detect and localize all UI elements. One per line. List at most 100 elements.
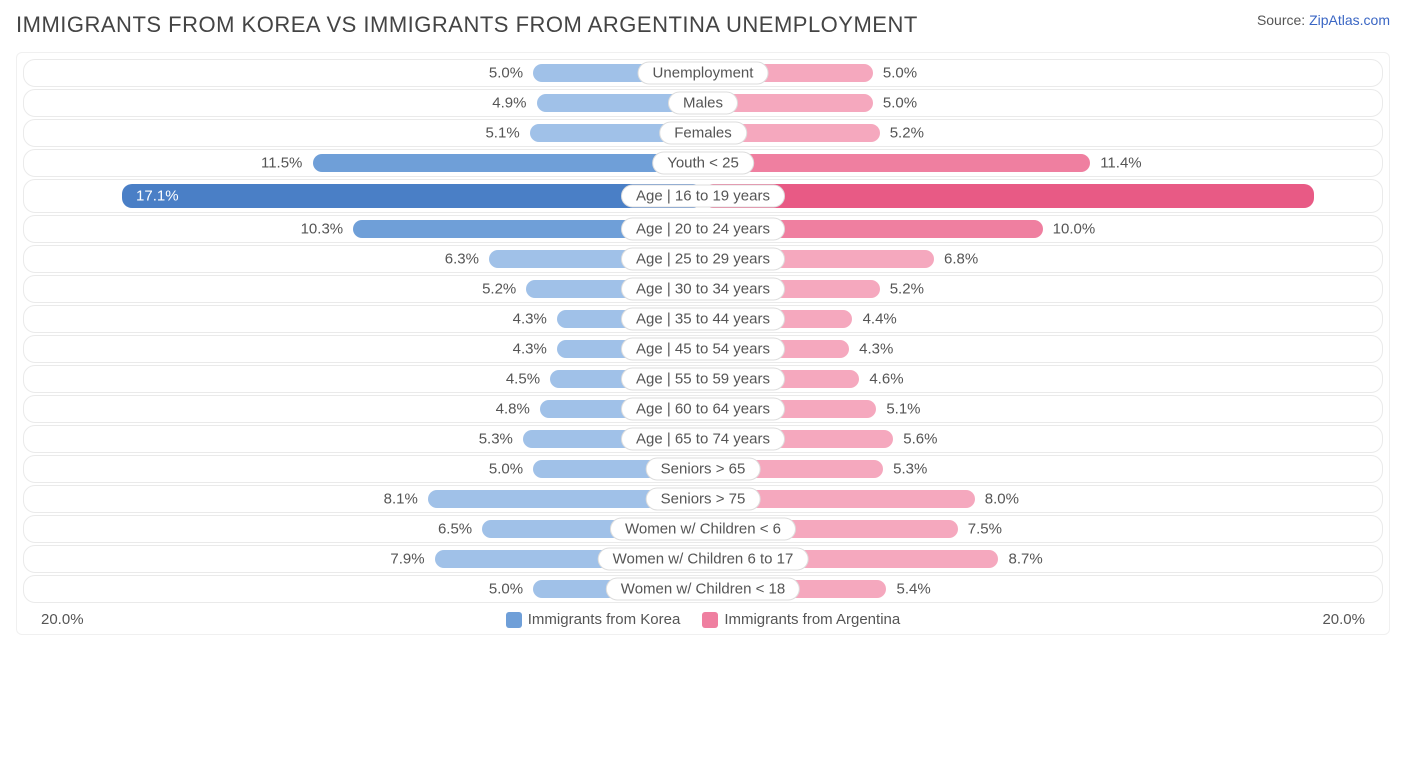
- right-half: 10.0%: [703, 216, 1382, 242]
- right-bar: [703, 154, 1090, 172]
- axis-left-label: 20.0%: [41, 611, 84, 628]
- left-value-label: 4.3%: [513, 341, 547, 358]
- legend-label: Immigrants from Argentina: [724, 611, 900, 628]
- legend: Immigrants from Korea Immigrants from Arg…: [506, 611, 900, 628]
- left-value-label: 4.3%: [513, 311, 547, 328]
- left-value-label: 17.1%: [136, 188, 179, 205]
- left-value-label: 11.5%: [261, 155, 302, 172]
- right-value-label: 18.0%: [1326, 188, 1369, 205]
- left-value-label: 4.8%: [496, 401, 530, 418]
- right-half: 7.5%: [703, 516, 1382, 542]
- chart-row: 4.8%5.1%Age | 60 to 64 years: [23, 395, 1383, 423]
- legend-swatch: [506, 612, 522, 628]
- chart-row: 11.5% 11.4% Youth < 25: [23, 149, 1383, 177]
- left-half: 4.8%: [24, 396, 703, 422]
- left-half: 8.1%: [24, 486, 703, 512]
- right-half: 4.3%: [703, 336, 1382, 362]
- chart-header: IMMIGRANTS FROM KOREA VS IMMIGRANTS FROM…: [16, 12, 1390, 38]
- right-half: 4.6%: [703, 366, 1382, 392]
- right-half: 5.2%: [703, 276, 1382, 302]
- legend-swatch: [702, 612, 718, 628]
- left-value-label: 6.3%: [445, 251, 479, 268]
- right-value-label: 10.0%: [1053, 221, 1096, 238]
- source-link[interactable]: ZipAtlas.com: [1309, 12, 1390, 28]
- category-label: Women w/ Children 6 to 17: [598, 548, 809, 571]
- left-value-label: 5.3%: [479, 431, 513, 448]
- right-half: 5.0%: [703, 60, 1382, 86]
- left-value-label: 5.2%: [482, 281, 516, 298]
- category-label: Males: [668, 92, 738, 115]
- left-value-label: 8.1%: [384, 491, 418, 508]
- left-half: 4.9%: [24, 90, 703, 116]
- chart-row: 4.3%4.4%Age | 35 to 44 years: [23, 305, 1383, 333]
- left-bar: [122, 184, 703, 208]
- chart-row: 7.9%8.7%Women w/ Children 6 to 17: [23, 545, 1383, 573]
- right-value-label: 4.4%: [863, 311, 897, 328]
- right-half: 5.4%: [703, 576, 1382, 602]
- chart-row: 4.5%4.6%Age | 55 to 59 years: [23, 365, 1383, 393]
- right-half: 11.4%: [703, 150, 1382, 176]
- right-value-label: 7.5%: [968, 521, 1002, 538]
- category-label: Youth < 25: [652, 152, 754, 175]
- left-value-label: 5.0%: [489, 65, 523, 82]
- right-value-label: 5.0%: [883, 95, 917, 112]
- category-label: Seniors > 65: [646, 458, 761, 481]
- category-label: Age | 16 to 19 years: [621, 185, 785, 208]
- category-label: Age | 20 to 24 years: [621, 218, 785, 241]
- right-value-label: 8.0%: [985, 491, 1019, 508]
- diverging-bar-chart: 5.0%5.0%Unemployment4.9%5.0%Males5.1%5.2…: [16, 52, 1390, 635]
- left-value-label: 5.0%: [489, 581, 523, 598]
- chart-row: 5.1% 5.2% Females: [23, 119, 1383, 147]
- chart-row: 5.3% 5.6% Age | 65 to 74 years: [23, 425, 1383, 453]
- legend-label: Immigrants from Korea: [528, 611, 681, 628]
- chart-row: 6.3% 6.8% Age | 25 to 29 years: [23, 245, 1383, 273]
- left-half: 4.5%: [24, 366, 703, 392]
- left-value-label: 4.5%: [506, 371, 540, 388]
- category-label: Age | 25 to 29 years: [621, 248, 785, 271]
- right-half: 18.0%: [703, 180, 1382, 212]
- legend-item-left: Immigrants from Korea: [506, 611, 681, 628]
- right-value-label: 8.7%: [1009, 551, 1043, 568]
- left-half: 5.2%: [24, 276, 703, 302]
- right-value-label: 5.3%: [893, 461, 927, 478]
- right-value-label: 5.2%: [890, 125, 924, 142]
- chart-row: 5.0%5.0%Unemployment: [23, 59, 1383, 87]
- right-value-label: 5.0%: [883, 65, 917, 82]
- left-value-label: 4.9%: [492, 95, 526, 112]
- axis-legend-row: 20.0%Immigrants from KoreaImmigrants fro…: [19, 605, 1387, 632]
- chart-row: 5.0%5.4%Women w/ Children < 18: [23, 575, 1383, 603]
- left-half: 5.0%: [24, 60, 703, 86]
- left-half: 5.0%: [24, 576, 703, 602]
- left-half: 4.3%: [24, 306, 703, 332]
- right-value-label: 6.8%: [944, 251, 978, 268]
- right-half: 5.0%: [703, 90, 1382, 116]
- left-half: 5.3%: [24, 426, 703, 452]
- left-value-label: 5.1%: [485, 125, 519, 142]
- right-value-label: 5.6%: [903, 431, 937, 448]
- right-half: 8.0%: [703, 486, 1382, 512]
- source-prefix: Source:: [1257, 12, 1309, 28]
- left-value-label: 6.5%: [438, 521, 472, 538]
- left-half: 5.1%: [24, 120, 703, 146]
- category-label: Females: [659, 122, 747, 145]
- right-value-label: 5.1%: [886, 401, 920, 418]
- right-value-label: 11.4%: [1100, 155, 1141, 172]
- right-half: 5.1%: [703, 396, 1382, 422]
- left-half: 6.3%: [24, 246, 703, 272]
- chart-row: 17.1% 18.0% Age | 16 to 19 years: [23, 179, 1383, 213]
- category-label: Age | 65 to 74 years: [621, 428, 785, 451]
- chart-row: 5.2%5.2%Age | 30 to 34 years: [23, 275, 1383, 303]
- right-value-label: 4.6%: [869, 371, 903, 388]
- axis-right-label: 20.0%: [1322, 611, 1365, 628]
- right-half: 5.6%: [703, 426, 1382, 452]
- left-half: 17.1%: [24, 180, 703, 212]
- chart-title: IMMIGRANTS FROM KOREA VS IMMIGRANTS FROM…: [16, 12, 918, 38]
- left-half: 10.3%: [24, 216, 703, 242]
- left-half: 11.5%: [24, 150, 703, 176]
- chart-row: 10.3% 10.0% Age | 20 to 24 years: [23, 215, 1383, 243]
- left-half: 5.0%: [24, 456, 703, 482]
- chart-row: 5.0% 5.3% Seniors > 65: [23, 455, 1383, 483]
- right-half: 4.4%: [703, 306, 1382, 332]
- legend-item-right: Immigrants from Argentina: [702, 611, 900, 628]
- right-half: 5.3%: [703, 456, 1382, 482]
